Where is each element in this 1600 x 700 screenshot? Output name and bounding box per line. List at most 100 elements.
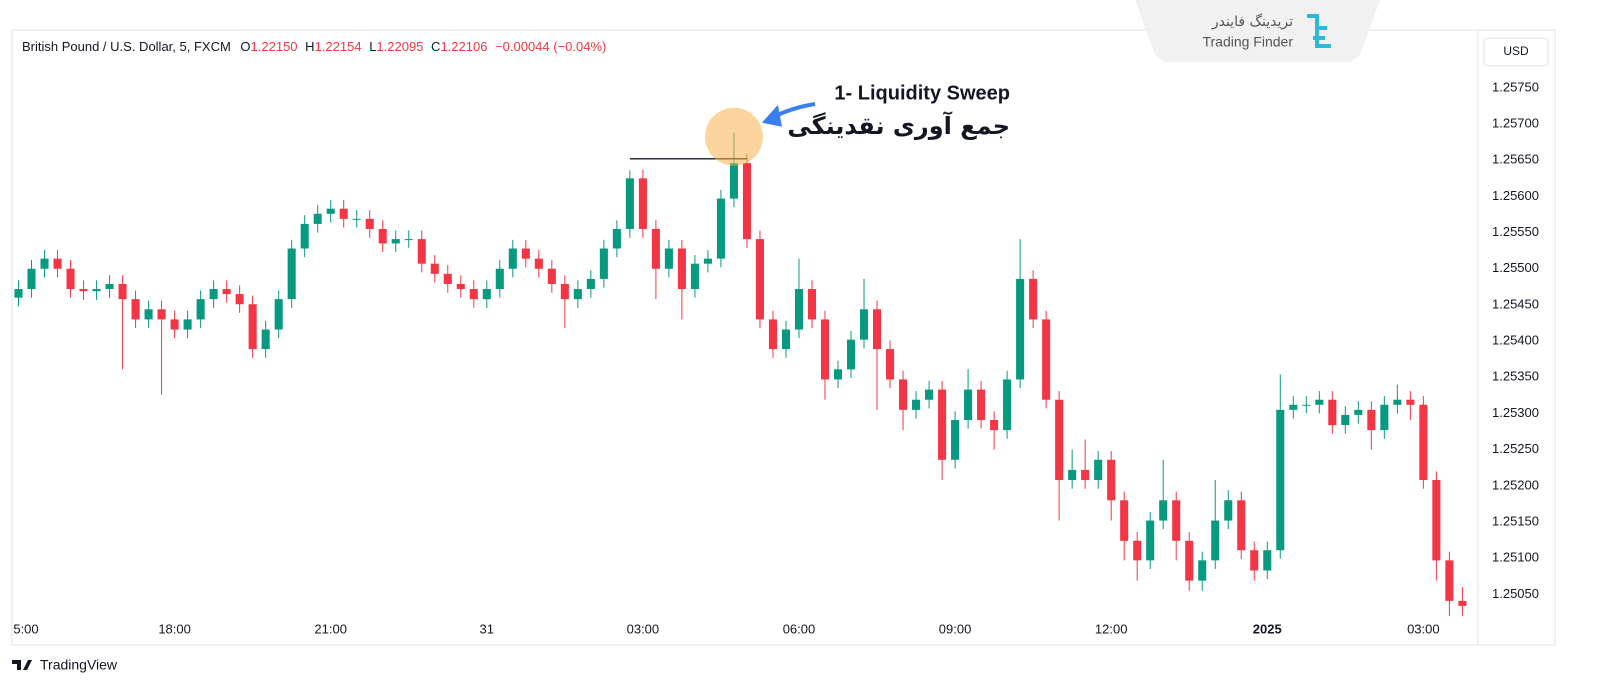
annotation-title: 1- Liquidity Sweep xyxy=(834,82,1010,104)
candle-body xyxy=(417,239,426,264)
candle-body xyxy=(235,294,244,305)
candle-body xyxy=(287,248,296,300)
plot xyxy=(14,132,1467,617)
candle-body xyxy=(131,299,140,320)
c-label: C xyxy=(431,39,440,54)
change: −0.00044 (−0.04%) xyxy=(495,39,606,54)
candle-body xyxy=(248,304,257,350)
candle-body xyxy=(964,389,973,420)
currency[interactable]: USD xyxy=(1503,44,1529,58)
candle-body xyxy=(912,399,921,410)
candle-body xyxy=(886,349,895,380)
candle-body xyxy=(53,258,62,269)
candle-body xyxy=(1081,469,1090,481)
annotation-arrowhead xyxy=(761,104,782,127)
candle-body xyxy=(352,218,361,220)
candle-body xyxy=(651,228,660,269)
candle-body xyxy=(638,178,647,229)
candle-body xyxy=(456,283,465,290)
candle-body xyxy=(599,248,608,279)
h-label: H xyxy=(305,39,314,54)
candle-body xyxy=(1328,399,1337,426)
o-label: O xyxy=(240,39,250,54)
candle-body xyxy=(807,289,817,320)
sweep-highlight xyxy=(704,107,763,166)
candle-body xyxy=(1354,409,1363,415)
symbol: British Pound / U.S. Dollar, 5, FXCM xyxy=(22,39,231,54)
candle-body xyxy=(170,319,179,330)
candle-body xyxy=(703,258,712,264)
candle-body xyxy=(1263,550,1272,571)
candle-body xyxy=(443,273,452,284)
candle-body xyxy=(794,289,804,330)
candle-body xyxy=(1237,500,1246,551)
h-value: 1.22154 xyxy=(315,39,362,54)
candle-body xyxy=(1419,404,1428,481)
candle-body xyxy=(716,198,725,259)
candle-body xyxy=(1380,404,1389,431)
candle-body xyxy=(378,228,387,244)
o-value: 1.22150 xyxy=(251,39,298,54)
annotation-subtitle: جمع آوری نقدینگی xyxy=(787,111,1010,140)
candle-body xyxy=(990,419,999,431)
y-tick-label: 1.25600 xyxy=(1492,188,1539,203)
candle-body xyxy=(768,319,777,350)
candle-body xyxy=(469,289,478,300)
candle-body xyxy=(261,329,270,350)
candle-body xyxy=(1185,540,1194,581)
candle-body xyxy=(66,268,75,290)
candle-body xyxy=(391,239,400,244)
candle-body xyxy=(27,268,36,290)
candle-body xyxy=(274,299,283,330)
candle-body xyxy=(859,309,869,340)
candle-body xyxy=(1445,560,1454,601)
candle-body xyxy=(534,258,543,269)
x-tick-label: 5:00 xyxy=(13,621,38,636)
candle-body xyxy=(560,283,569,300)
chart-frame xyxy=(11,29,1556,646)
candle-body xyxy=(1432,480,1441,561)
candle-body xyxy=(105,283,114,290)
y-tick-label: 1.25350 xyxy=(1492,369,1539,384)
candle-body xyxy=(196,299,205,320)
candle-body xyxy=(495,268,504,290)
x-tick-label: 21:00 xyxy=(314,621,347,636)
candle-body xyxy=(1315,399,1324,405)
candle-body xyxy=(1367,409,1376,431)
candle-body xyxy=(1146,520,1155,561)
candle-body xyxy=(365,218,374,229)
candle-body xyxy=(209,289,218,300)
candle-body xyxy=(521,248,530,259)
candle-body xyxy=(1289,404,1298,410)
candle-body xyxy=(977,389,986,420)
candle-body xyxy=(625,178,634,229)
y-tick-label: 1.25750 xyxy=(1492,79,1539,94)
candle-body xyxy=(1029,278,1038,320)
brand-tab xyxy=(1135,0,1380,62)
candle-body xyxy=(1302,404,1311,406)
candle-body xyxy=(820,319,830,380)
candle-body xyxy=(1341,414,1350,426)
candle-body xyxy=(755,239,764,320)
candle-body xyxy=(1224,500,1233,521)
candle-body xyxy=(430,263,439,274)
y-tick-label: 1.25500 xyxy=(1492,260,1539,275)
candle-body xyxy=(547,268,556,284)
candle-body xyxy=(833,369,843,380)
x-tick-label: 06:00 xyxy=(783,621,816,636)
c-value: 1.22106 xyxy=(440,39,487,54)
candle-body xyxy=(508,248,517,269)
candle-body xyxy=(339,208,348,219)
candle-body xyxy=(690,263,699,290)
candle-body xyxy=(1250,550,1259,571)
candle-body xyxy=(1198,560,1207,581)
candle-body xyxy=(1458,600,1467,606)
candle-body xyxy=(14,289,23,298)
candle-body xyxy=(144,309,153,320)
candle-body xyxy=(118,283,127,300)
y-tick-label: 1.25050 xyxy=(1492,586,1539,601)
l-label: L xyxy=(369,39,376,54)
currency-button[interactable] xyxy=(1483,37,1549,67)
candle-body xyxy=(222,289,231,295)
